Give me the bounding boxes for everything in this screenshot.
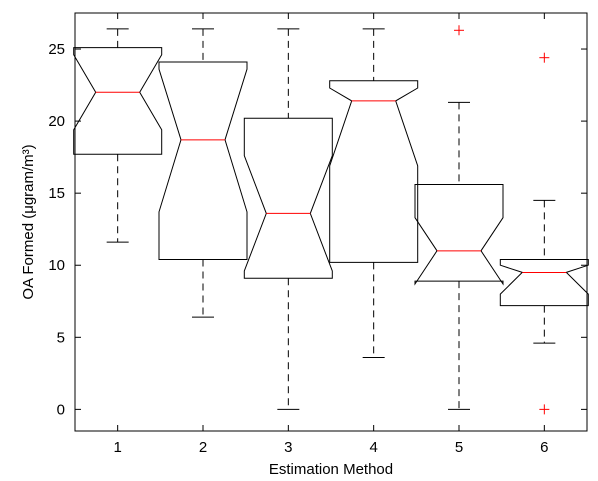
notched-box <box>243 117 333 279</box>
x-axis: 1 2 3 4 5 6 <box>113 13 549 456</box>
notched-box <box>329 80 419 263</box>
box-1 <box>73 28 163 243</box>
box-4 <box>329 28 419 358</box>
x-tick-label: 3 <box>284 439 292 456</box>
box-3 <box>243 28 333 410</box>
notched-box <box>414 184 504 286</box>
y-tick-label: 5 <box>57 329 65 346</box>
y-axis: 0 5 10 15 20 25 <box>48 41 587 418</box>
x-tick-label: 1 <box>113 439 121 456</box>
x-tick-label: 5 <box>455 439 463 456</box>
y-tick-label: 20 <box>48 113 65 130</box>
box-2 <box>158 28 248 318</box>
y-tick-label: 15 <box>48 185 65 202</box>
box-series <box>73 25 589 415</box>
x-tick-label: 2 <box>199 439 207 456</box>
outlier-point <box>539 52 550 63</box>
box-5 <box>414 25 504 410</box>
notched-box <box>73 47 163 155</box>
outlier-point <box>539 404 550 415</box>
box-6 <box>499 52 589 415</box>
y-axis-label: OA Formed (μgram/m³) <box>20 144 37 299</box>
y-tick-label: 25 <box>48 41 65 58</box>
plot-frame <box>74 12 588 432</box>
outlier-point <box>454 25 464 36</box>
x-axis-label: Estimation Method <box>269 461 393 478</box>
notched-box <box>158 61 248 260</box>
x-tick-label: 6 <box>540 439 548 456</box>
y-tick-label: 10 <box>48 257 65 274</box>
notched-box <box>499 259 589 307</box>
x-tick-label: 4 <box>369 439 377 456</box>
y-tick-label: 0 <box>57 401 65 418</box>
